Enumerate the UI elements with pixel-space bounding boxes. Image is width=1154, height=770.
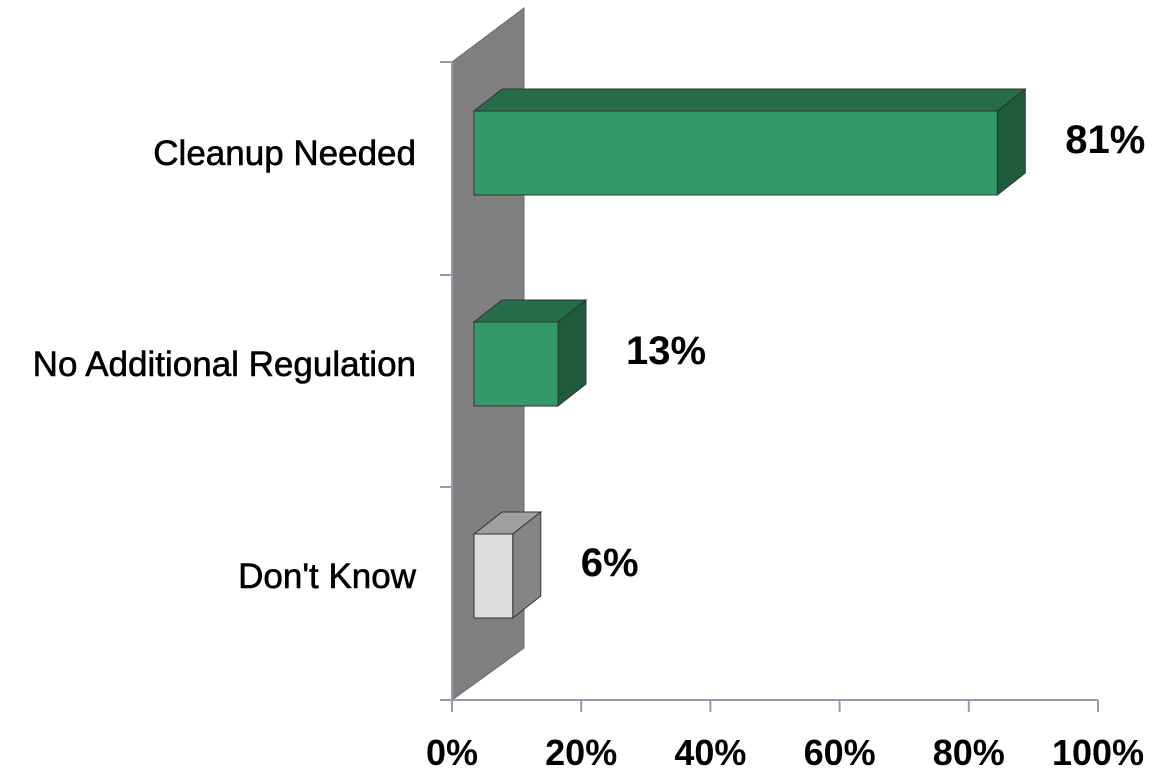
category-label-cleanup-needed: Cleanup Needed bbox=[153, 134, 416, 173]
bar-cleanup-needed-top bbox=[472, 88, 1027, 112]
bar-don-t-know-front bbox=[473, 533, 514, 619]
x-tick-label-60: 60% bbox=[804, 732, 876, 770]
bars bbox=[472, 87, 1027, 620]
value-labels: 81% 13% 6% bbox=[581, 118, 1146, 585]
category-label-don-t-know: Don't Know bbox=[238, 557, 417, 596]
x-axis-ticks bbox=[451, 700, 1099, 712]
x-tick-label-40: 40% bbox=[674, 732, 746, 770]
bar-cleanup-needed-front bbox=[473, 110, 998, 196]
x-tick-labels: 0% 20% 40% 60% 80% 100% bbox=[426, 732, 1144, 770]
category-label-no-additional-regulation: No Additional Regulation bbox=[33, 345, 416, 384]
value-label-don-t-know: 6% bbox=[581, 541, 639, 585]
bar-cleanup-needed bbox=[472, 87, 1027, 197]
y-axis-ticks bbox=[440, 61, 452, 701]
bar-no-additional-regulation-front bbox=[473, 321, 559, 407]
bar-no-additional-regulation bbox=[472, 298, 588, 408]
value-label-cleanup-needed: 81% bbox=[1065, 118, 1145, 162]
x-tick-label-20: 20% bbox=[545, 732, 617, 770]
category-labels: Cleanup Needed No Additional Regulation Do… bbox=[32, 134, 417, 597]
value-label-no-additional-regulation: 13% bbox=[626, 329, 706, 373]
bar-don-t-know bbox=[472, 510, 543, 620]
x-tick-label-100: 100% bbox=[1052, 732, 1144, 770]
x-tick-label-80: 80% bbox=[933, 732, 1005, 770]
x-tick-label-0: 0% bbox=[426, 732, 478, 770]
